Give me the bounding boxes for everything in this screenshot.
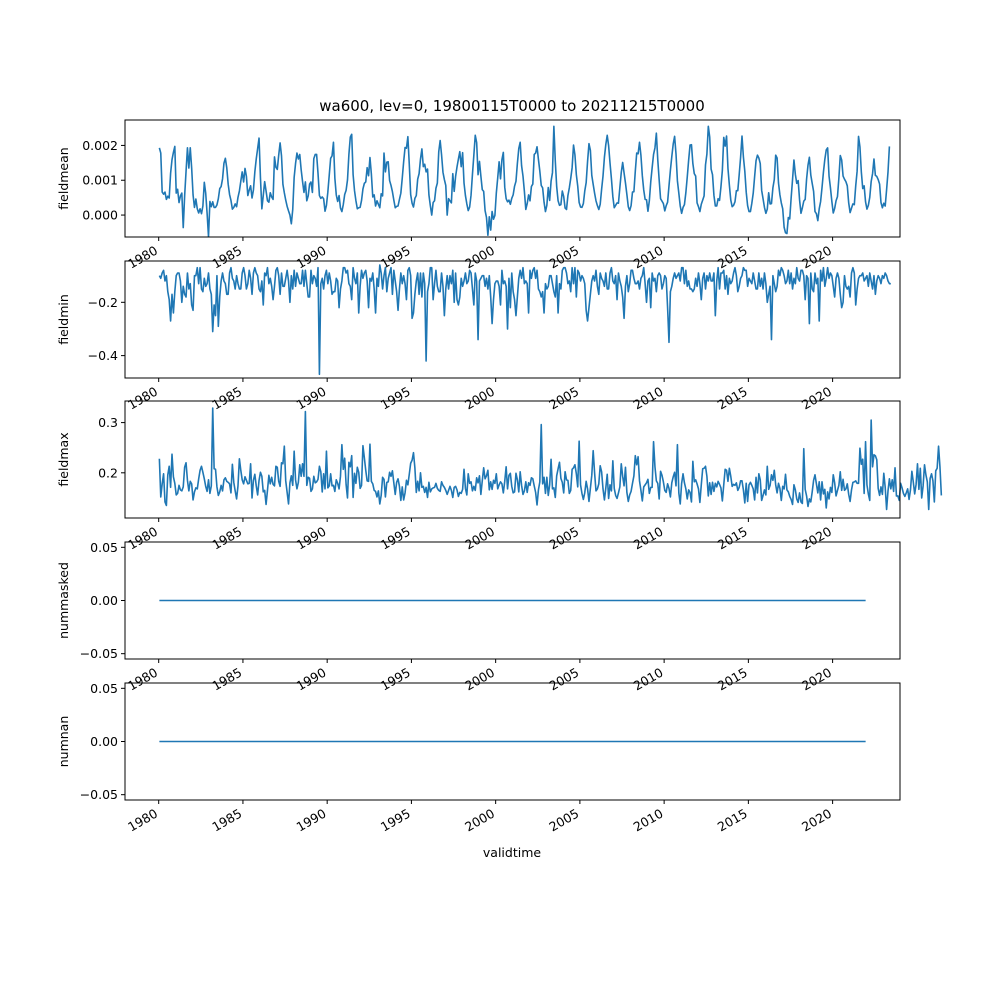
axes-frame-fieldmin [124,260,901,379]
series-line-fieldmean [158,125,891,238]
y-axis-label-fieldmean: fieldmean [56,147,71,209]
y-axis-label-fieldmin: fieldmin [56,294,71,345]
y-tick-label: 0.001 [82,173,118,188]
figure-title: wa600, lev=0, 19800115T0000 to 20211215T… [319,97,705,115]
y-tick-label: 0.00 [90,593,118,608]
x-axis-label: validtime [483,845,541,860]
y-tick-label: 0.3 [98,415,118,430]
series-line-fieldmin [158,264,891,376]
y-tick-label: −0.05 [80,646,118,661]
y-tick-label: 0.05 [90,540,118,555]
y-tick-label: 0.00 [90,734,118,749]
axes-frame-fieldmax [124,400,901,519]
y-tick-label: 0.002 [82,138,118,153]
y-axis-label-fieldmax: fieldmax [56,432,71,486]
y-tick-label: −0.4 [88,348,118,363]
axes-frame-fieldmean [124,119,901,238]
y-tick-label: −0.05 [80,787,118,802]
y-axis-label-numnan: numnan [56,716,71,768]
y-tick-label: 0.05 [90,681,118,696]
series-line-fieldmax [158,407,943,511]
y-tick-label: 0.2 [98,465,118,480]
y-tick-label: 0.000 [82,208,118,223]
y-tick-label: −0.2 [88,295,118,310]
y-axis-label-nummasked: nummasked [56,562,71,639]
